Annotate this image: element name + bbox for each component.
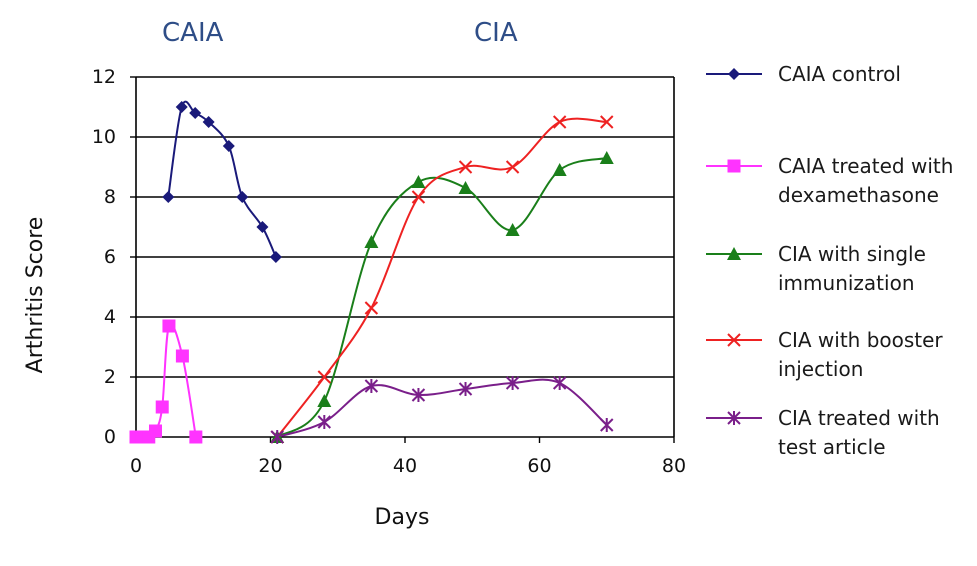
legend-marker-3 xyxy=(727,333,741,347)
data-point-3-7 xyxy=(600,115,614,129)
x-tick-label-3: 60 xyxy=(527,455,551,477)
y-tick-label-2: 4 xyxy=(104,306,116,328)
x-tick-label-0: 0 xyxy=(130,455,142,477)
group-label-caia: CAIA xyxy=(162,18,224,48)
x-tick-labels: 0 20 40 60 80 xyxy=(130,455,686,477)
series-line-4 xyxy=(276,378,608,438)
y-tick-labels: 0 2 4 6 8 10 12 xyxy=(92,66,116,448)
data-point-0-5 xyxy=(236,191,249,203)
data-point-4-1 xyxy=(317,415,332,429)
data-point-3-5 xyxy=(505,160,520,174)
series-markers-0 xyxy=(162,101,282,263)
data-point-3-3 xyxy=(411,190,426,204)
data-point-0-0 xyxy=(162,191,175,203)
y-tick-label-3: 6 xyxy=(104,246,116,268)
data-point-2-5 xyxy=(505,223,520,236)
data-point-1-3 xyxy=(149,424,163,438)
data-point-4-7 xyxy=(600,418,614,432)
data-point-4-3 xyxy=(411,388,426,402)
y-tick-label-1: 2 xyxy=(104,366,116,388)
data-point-4-4 xyxy=(458,382,473,396)
data-point-0-6 xyxy=(256,221,269,233)
legend-symbol-3 xyxy=(706,333,762,347)
legend-marker-2 xyxy=(727,247,741,260)
data-point-4-5 xyxy=(505,376,520,390)
data-point-1-4 xyxy=(155,400,169,414)
data-point-1-6 xyxy=(175,349,189,363)
y-tick-label-5: 10 xyxy=(92,126,116,148)
data-point-0-1 xyxy=(175,101,188,113)
data-point-0-7 xyxy=(269,251,282,263)
y-tick-label-6: 12 xyxy=(92,66,116,88)
x-axis-label: Days xyxy=(375,505,430,530)
gridlines xyxy=(136,76,674,378)
data-point-2-3 xyxy=(411,175,426,188)
axes xyxy=(130,76,675,443)
legend-marker-0 xyxy=(728,68,740,80)
data-point-4-6 xyxy=(552,376,567,390)
data-point-2-4 xyxy=(458,181,473,194)
series-markers-1 xyxy=(129,319,203,444)
data-point-3-1 xyxy=(317,370,332,384)
legend-label-3: CIA with booster injection xyxy=(778,328,943,381)
group-label-cia: CIA xyxy=(474,18,518,48)
data-point-0-4 xyxy=(222,140,235,152)
legend-symbol-1 xyxy=(706,159,762,173)
data-point-0-3 xyxy=(202,116,215,128)
legend-label-0: CAIA control xyxy=(778,62,901,86)
data-point-1-5 xyxy=(162,319,176,333)
data-point-2-1 xyxy=(317,394,332,407)
legend-symbol-2 xyxy=(706,247,762,260)
y-tick-label-4: 8 xyxy=(104,186,116,208)
x-tick-label-1: 20 xyxy=(258,455,282,477)
data-point-1-7 xyxy=(189,430,203,444)
data-point-2-2 xyxy=(364,235,379,248)
data-point-3-4 xyxy=(458,160,473,174)
legend-marker-4 xyxy=(727,411,741,425)
data-point-0-2 xyxy=(189,107,202,119)
legend-symbol-4 xyxy=(706,411,762,425)
series-markers-3 xyxy=(270,115,614,444)
data-point-4-2 xyxy=(364,379,379,393)
x-tick-label-2: 40 xyxy=(393,455,417,477)
data-point-3-2 xyxy=(364,301,379,315)
data-point-2-7 xyxy=(599,151,614,164)
x-tick-label-4: 80 xyxy=(662,455,686,477)
series-markers xyxy=(129,101,614,444)
series-line-1 xyxy=(136,323,197,439)
y-axis-label: Arthritis Score xyxy=(23,217,48,374)
data-point-4-0 xyxy=(270,430,284,444)
series-line-3 xyxy=(276,117,607,438)
data-point-3-6 xyxy=(552,115,567,129)
series-markers-4 xyxy=(270,376,614,444)
series-line-0 xyxy=(167,100,277,258)
legend-marker-1 xyxy=(727,159,741,173)
legend-symbol-0 xyxy=(706,68,762,80)
data-point-2-6 xyxy=(552,163,567,176)
legend-label-2: CIA with single immunization xyxy=(778,242,926,295)
legend-label-4: CIA treated with test article xyxy=(778,406,940,459)
legend-label-1: CAIA treated with dexamethasone xyxy=(778,154,954,207)
series-line-2 xyxy=(276,157,607,438)
y-tick-label-0: 0 xyxy=(104,426,116,448)
series-markers-2 xyxy=(270,151,614,443)
